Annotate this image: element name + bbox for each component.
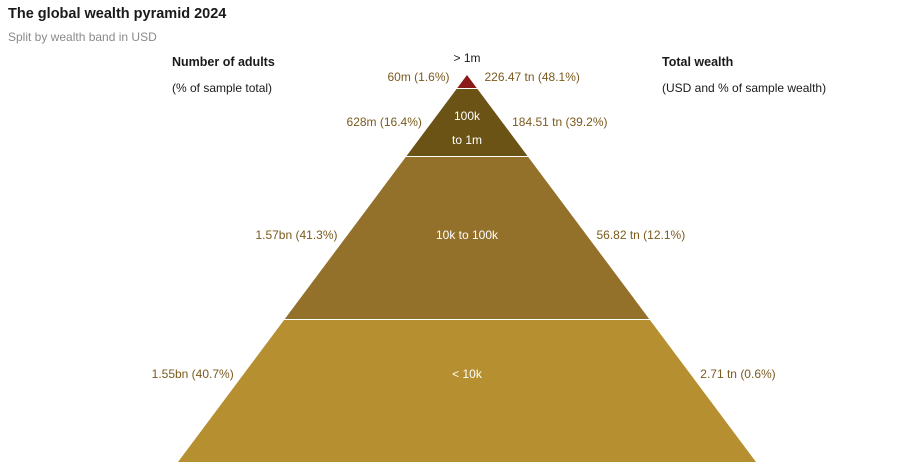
adults-label: 60m (1.6%) <box>387 70 449 84</box>
wealth-column-title: Total wealth <box>662 55 734 69</box>
adults-column-title: Number of adults <box>172 55 275 69</box>
band-label-line: 100k <box>454 109 481 123</box>
chart-title: The global wealth pyramid 2024 <box>8 6 227 22</box>
adults-label: 1.57bn (41.3%) <box>255 228 337 242</box>
pyramid-tier-4 <box>178 320 756 462</box>
band-label-top: > 1m <box>453 51 480 65</box>
chart-subtitle: Split by wealth band in USD <box>8 30 157 44</box>
band-label-line: to 1m <box>452 133 482 147</box>
wealth-label: 2.71 tn (0.6%) <box>700 367 775 381</box>
wealth-column-subtitle: (USD and % of sample wealth) <box>662 81 827 95</box>
band-label: 10k to 100k <box>436 228 499 242</box>
pyramid-tier-3 <box>284 157 650 319</box>
wealth-label: 226.47 tn (48.1%) <box>484 70 579 84</box>
pyramid-tier-1 <box>457 75 477 88</box>
pyramid-tier-2 <box>406 89 528 156</box>
adults-label: 628m (16.4%) <box>347 115 422 129</box>
wealth-label: 56.82 tn (12.1%) <box>596 228 685 242</box>
adults-label: 1.55bn (40.7%) <box>152 367 234 381</box>
wealth-label: 184.51 tn (39.2%) <box>512 115 607 129</box>
adults-column-subtitle: (% of sample total) <box>172 81 273 95</box>
band-label: < 10k <box>452 367 483 381</box>
